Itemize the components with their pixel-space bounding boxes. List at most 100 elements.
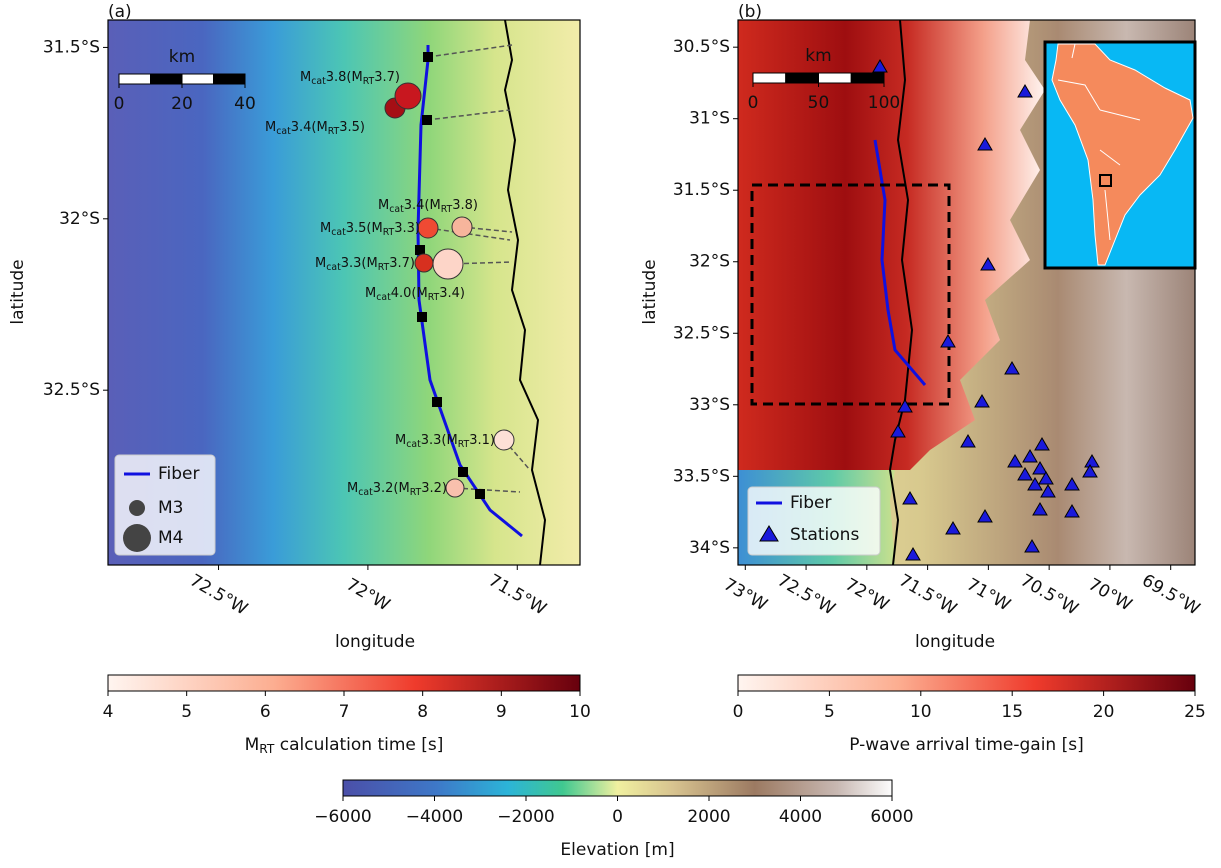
text-part: P-wave arrival time-gain [s] — [849, 735, 1083, 755]
text-part: Elevation [m] — [560, 840, 674, 860]
colorbar-tick-label: −2000 — [497, 807, 555, 827]
fiber — [873, 139, 927, 386]
scale-tick-label: 40 — [234, 94, 256, 114]
colorbar-tick-label: 15 — [1001, 702, 1023, 722]
text-part: 3.8) — [452, 198, 478, 213]
text-part: 3.2) — [421, 481, 447, 496]
x-tick-label: 70°W — [1085, 575, 1136, 616]
colorbar-tick-label: 25 — [1184, 702, 1206, 722]
subscript: RT — [441, 204, 453, 215]
label: Mcat3.3(MRT3.1) — [395, 433, 495, 450]
y-tick-label: 33°S — [689, 395, 730, 415]
study-area — [750, 183, 951, 406]
colorbar — [107, 674, 581, 692]
colorbar-tick-label: 4000 — [779, 807, 822, 827]
x-tick-label: 72.5°W — [774, 571, 839, 620]
label: Elevation [m] — [560, 840, 674, 860]
x-tick-label: 71°W — [963, 575, 1014, 616]
colorbar-tick-label: 5 — [824, 702, 835, 722]
subscript: cat — [276, 126, 291, 137]
text-part: M — [320, 221, 331, 236]
subscript: cat — [376, 292, 391, 303]
legend-a — [114, 454, 216, 556]
y-tick-label: 33.5°S — [673, 466, 730, 486]
subscript: cat — [331, 227, 346, 238]
text-part: M — [378, 198, 389, 213]
scale-tick-label: 0 — [114, 94, 125, 114]
legend-stations: Stations — [790, 525, 859, 545]
colorbar-tick-label: 8 — [417, 702, 428, 722]
subscript: cat — [311, 76, 326, 87]
text-part: M — [347, 481, 358, 496]
label: Mcat3.4(MRT3.5) — [265, 120, 365, 137]
text-part: M — [265, 120, 276, 135]
text-part: 3.7) — [389, 256, 415, 271]
subscript: RT — [458, 439, 470, 450]
legend-m4: M4 — [158, 528, 183, 548]
label: Mcat3.4(MRT3.8) — [378, 198, 478, 215]
x-axis-label: longitude — [915, 632, 995, 652]
legend-fiber: Fiber — [158, 464, 200, 484]
x-tick-label: 72°W — [343, 575, 394, 616]
label: Mcat3.5(MRT3.3) — [320, 221, 420, 238]
scale-segment — [118, 73, 151, 85]
colorbar-tick-label: 9 — [496, 702, 507, 722]
text-part: 3.7) — [374, 70, 400, 85]
scale-segment — [850, 72, 885, 84]
y-tick-label: 30.5°S — [673, 37, 730, 57]
text-part: 3.5) — [339, 120, 365, 135]
subscript: RT — [259, 742, 275, 756]
text-part: 3.3(M — [421, 433, 458, 448]
colorbar-tick-label: 0 — [733, 702, 744, 722]
colorbar-tick-label: 10 — [569, 702, 591, 722]
map-b — [737, 19, 1197, 566]
legend-b — [747, 486, 881, 556]
colorbar-tick-label: 7 — [339, 702, 350, 722]
subscript: RT — [328, 126, 340, 137]
text-part: 3.3) — [394, 221, 420, 236]
colorbar-tick-label: −4000 — [406, 807, 464, 827]
subscript: cat — [326, 262, 341, 273]
label: Mcat3.3(MRT3.7) — [315, 256, 415, 273]
panel-label: (a) — [108, 2, 132, 22]
text-part: M — [315, 256, 326, 271]
text-part: 3.4(M — [404, 198, 441, 213]
scale-unit: km — [169, 47, 195, 67]
y-tick-label: 31.5°S — [673, 180, 730, 200]
y-tick-label: 31°S — [689, 109, 730, 129]
colorbar-tick-label: 6 — [260, 702, 271, 722]
scale-segment — [150, 73, 183, 85]
stations — [415, 52, 485, 499]
colorbar-tick-label: −6000 — [314, 807, 372, 827]
scale-segment — [785, 72, 819, 84]
text-part: 4.0(M — [391, 286, 428, 301]
colorbar — [342, 779, 893, 797]
subscript: RT — [363, 76, 375, 87]
legend-m3: M3 — [158, 498, 183, 518]
inset-map — [1043, 40, 1197, 270]
y-axis-label: latitude — [8, 259, 28, 324]
panel-label: (b) — [738, 2, 762, 22]
text-part: M — [395, 433, 406, 448]
stations — [872, 59, 1100, 561]
subscript: cat — [358, 487, 373, 498]
scale-segment — [213, 73, 246, 85]
colorbar-tick-label: 4 — [103, 702, 114, 722]
time-gain — [738, 20, 1045, 470]
colorbar-tick-label: 0 — [612, 807, 623, 827]
text-part: 3.2(M — [373, 481, 410, 496]
scale-tick-label: 50 — [808, 93, 830, 113]
x-tick-label: 69.5°W — [1138, 571, 1203, 620]
label: MRT calculation time [s] — [245, 735, 444, 756]
y-tick-label: 31.5°S — [43, 37, 100, 57]
x-tick-label: 72.5°W — [186, 571, 251, 620]
text-part: 3.1) — [469, 433, 495, 448]
text-part: M — [365, 286, 376, 301]
text-part: 3.5(M — [346, 221, 383, 236]
scale-tick-label: 20 — [171, 94, 193, 114]
scale-tick-label: 100 — [868, 93, 900, 113]
subscript: RT — [383, 227, 395, 238]
colorbar — [737, 674, 1196, 692]
text-part: 3.4(M — [291, 120, 328, 135]
x-tick-label: 73°W — [720, 575, 771, 616]
